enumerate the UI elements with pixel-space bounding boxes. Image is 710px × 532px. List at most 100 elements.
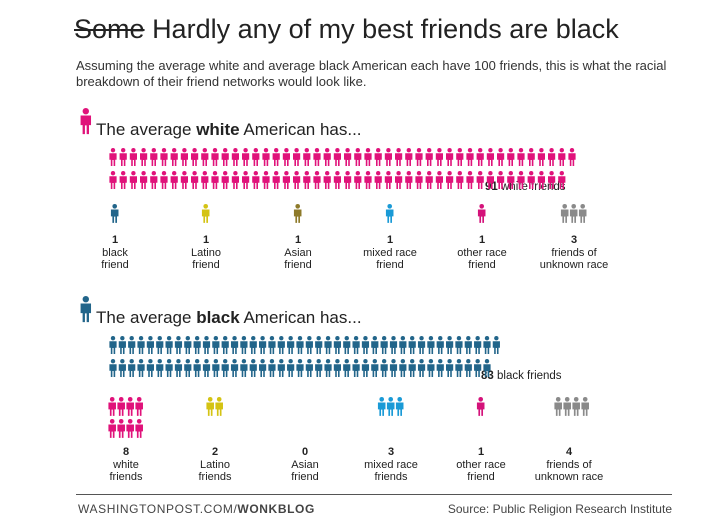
black-main-person <box>240 359 248 377</box>
white-main-person <box>344 148 352 166</box>
black-main-person <box>474 336 482 354</box>
white-main-person <box>272 171 280 189</box>
white-main-person <box>527 148 535 166</box>
white-cat-line2: unknown race <box>539 259 609 271</box>
white-cat-person <box>293 204 302 223</box>
black-cat-person <box>126 419 134 438</box>
black-main-person <box>464 359 472 377</box>
white-main-person <box>221 171 229 189</box>
black-main-person <box>296 336 304 354</box>
white-main-person <box>191 171 199 189</box>
black-cat-label: 0 Asian friend <box>250 446 360 484</box>
white-cat-num: 1 <box>386 234 394 246</box>
black-cat-person <box>206 397 214 416</box>
white-main-person <box>231 171 239 189</box>
black-cat-person <box>572 397 580 416</box>
white-main-person <box>282 148 290 166</box>
black-main-person <box>455 336 463 354</box>
white-cat-person <box>560 204 569 223</box>
black-main-person <box>109 359 117 377</box>
black-main-person <box>315 336 323 354</box>
white-main-person <box>497 148 505 166</box>
white-cat-line2: friend <box>284 259 312 271</box>
black-cat-person <box>476 397 485 416</box>
black-main-person <box>436 359 444 377</box>
white-heading-post: American has... <box>239 120 362 139</box>
white-main-person <box>354 148 362 166</box>
black-main-person <box>380 359 388 377</box>
white-main-person <box>262 148 270 166</box>
white-main-person <box>415 148 423 166</box>
white-main-person <box>435 148 443 166</box>
black-main-person <box>277 336 285 354</box>
white-main-person <box>486 148 494 166</box>
black-main-person <box>202 336 211 354</box>
black-main-person <box>146 359 154 377</box>
black-main-person <box>417 359 426 377</box>
black-main-person <box>492 336 500 354</box>
white-main-person <box>548 148 556 166</box>
black-main-person <box>230 359 239 377</box>
black-main-person <box>343 336 351 354</box>
black-main-person <box>268 359 276 377</box>
black-cat-line1: Asian <box>291 458 319 471</box>
white-cat-line1: Latino <box>191 246 221 259</box>
black-cat-line2: friends <box>198 471 232 483</box>
black-main-count-label: 83 black friends <box>481 370 562 382</box>
white-main-person <box>466 171 474 189</box>
white-main-person <box>242 148 250 166</box>
black-main-person <box>165 359 173 377</box>
black-main-person <box>249 336 257 354</box>
black-main-person <box>156 336 164 354</box>
black-main-person <box>427 336 435 354</box>
white-main-person <box>201 171 209 189</box>
white-cat-label: 3 friends of unknown race <box>519 234 629 272</box>
white-main-person <box>456 148 464 166</box>
black-main-person <box>174 336 183 354</box>
white-cat-num: 1 <box>202 234 210 246</box>
black-main-person <box>128 336 136 354</box>
white-main-person <box>129 148 137 166</box>
title-text: Hardly any of my best friends are black <box>152 14 619 44</box>
black-main-person <box>315 359 323 377</box>
black-cat-line1: white <box>113 458 139 471</box>
black-main-person <box>446 359 454 377</box>
white-heading-person-icon <box>80 108 92 135</box>
white-main-person <box>282 171 290 189</box>
black-main-person <box>371 359 379 377</box>
black-heading-person-icon <box>80 296 92 323</box>
black-main-person <box>324 336 332 354</box>
white-cat-person <box>201 204 210 223</box>
black-main-person <box>193 336 201 354</box>
white-main-person <box>333 148 341 166</box>
black-cat-line2: unknown race <box>534 471 604 483</box>
white-main-person <box>425 171 433 189</box>
black-main-person <box>474 359 482 377</box>
white-main-person <box>242 171 250 189</box>
black-main-person <box>483 359 491 377</box>
white-cat-line2: friend <box>192 259 220 271</box>
white-main-person <box>323 148 331 166</box>
white-main-person <box>405 148 413 166</box>
white-main-person <box>415 171 423 189</box>
white-main-person <box>395 171 403 189</box>
white-main-person <box>293 148 301 166</box>
black-cat-label: 8 white friends <box>71 446 181 484</box>
black-main-person <box>389 359 398 377</box>
black-cat-person <box>563 397 571 416</box>
black-main-person <box>371 336 379 354</box>
white-main-person <box>384 148 392 166</box>
black-main-count: 83 <box>481 370 494 382</box>
black-cat-person <box>135 397 143 416</box>
black-cat-num: 8 <box>122 446 130 458</box>
white-cat-label: 1 Latino friend <box>151 234 261 272</box>
black-cat-person <box>108 419 116 438</box>
white-main-person <box>180 148 188 166</box>
white-main-person <box>201 148 209 166</box>
black-main-person <box>446 336 454 354</box>
black-main-person <box>408 359 416 377</box>
white-main-person <box>191 148 199 166</box>
black-main-person <box>436 336 444 354</box>
white-main-person <box>497 171 505 189</box>
